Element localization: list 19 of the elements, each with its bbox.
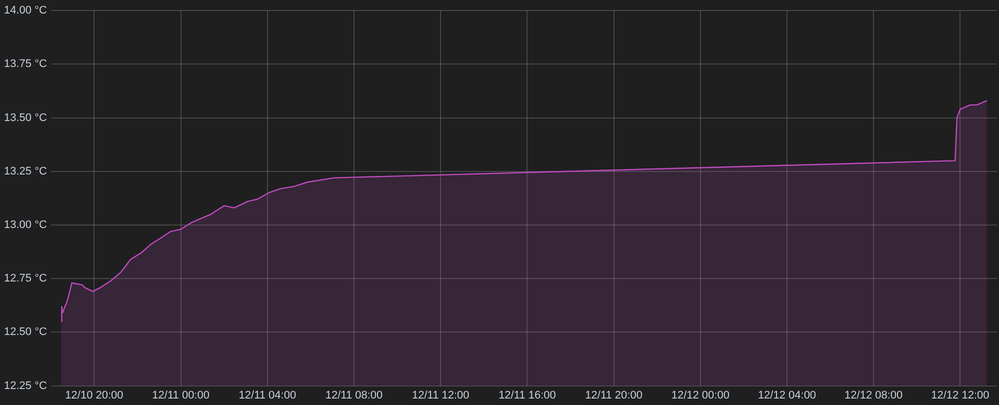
- x-tick-label: 12/11 08:00: [325, 389, 383, 402]
- x-tick-label: 12/10 20:00: [65, 389, 124, 402]
- x-tick-label: 12/11 00:00: [152, 389, 210, 402]
- y-tick-label: 13.25 °C: [4, 165, 47, 178]
- y-tick-label: 13.50 °C: [4, 112, 47, 124]
- y-tick-label: 12.50 °C: [4, 326, 47, 338]
- y-tick-label: 13.00 °C: [4, 219, 47, 232]
- y-tick-label: 14.00 °C: [4, 4, 47, 17]
- x-tick-label: 12/11 16:00: [498, 389, 556, 402]
- x-tick-label: 12/12 12:00: [931, 389, 990, 402]
- y-tick-label: 12.75 °C: [4, 272, 47, 285]
- x-tick-label: 12/11 04:00: [238, 389, 296, 402]
- y-tick-label: 13.75 °C: [4, 58, 47, 70]
- x-tick-label: 12/12 08:00: [844, 389, 903, 402]
- x-tick-label: 12/11 20:00: [585, 389, 642, 402]
- x-tick-label: 12/12 00:00: [671, 389, 730, 402]
- x-tick-label: 12/12 04:00: [758, 389, 816, 402]
- y-tick-label: 12.25 °C: [4, 380, 47, 392]
- x-tick-label: 12/11 12:00: [412, 389, 470, 402]
